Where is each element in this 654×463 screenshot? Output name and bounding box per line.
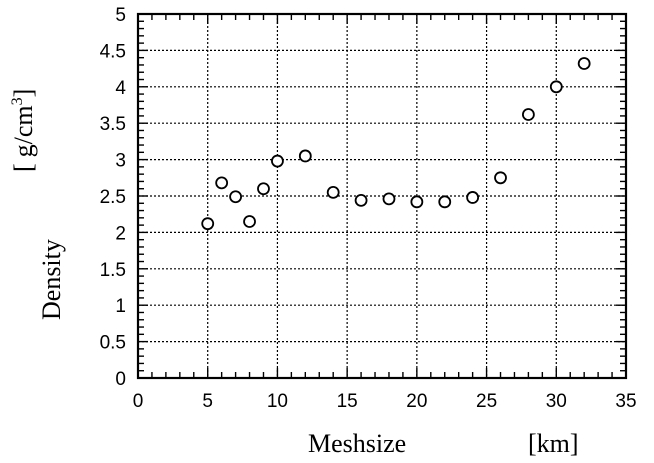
data-point: [257, 182, 270, 196]
data-points: [201, 57, 591, 231]
y-axis-unit: [ g/cm3]: [9, 89, 38, 172]
x-tick-label: 5: [202, 391, 213, 412]
data-point: [522, 108, 535, 121]
x-tick-label: 25: [476, 391, 497, 412]
y-unit-main: g/cm: [9, 105, 38, 157]
x-axis-unit: [km]: [528, 429, 579, 458]
y-tick-label: 4.5: [100, 41, 126, 62]
y-tick-labels: 0 0.5 1 1.5 2 2.5 3 3.5 4 4.5 5: [100, 5, 127, 390]
data-point: [438, 195, 452, 209]
y-tick-label: 3.5: [100, 114, 126, 135]
data-point: [326, 185, 340, 199]
x-tick-label: 10: [267, 391, 288, 412]
y-unit-sup: 3: [9, 97, 26, 105]
grid-lines: [138, 14, 626, 378]
data-point: [243, 215, 256, 228]
data-point: [494, 171, 507, 185]
x-tick-label: 15: [337, 391, 358, 412]
y-tick-label: 4: [115, 78, 126, 99]
x-tick-label: 35: [615, 391, 636, 412]
data-point: [354, 193, 368, 207]
data-point: [577, 57, 591, 70]
data-point: [215, 176, 229, 190]
x-axis-title: Meshsize: [308, 429, 406, 458]
y-unit-open: [: [9, 163, 38, 172]
y-tick-label: 3: [115, 151, 126, 172]
y-tick-label: 0: [115, 369, 126, 390]
y-axis-title: Density: [37, 239, 66, 320]
data-point: [201, 217, 215, 231]
y-tick-label: 0.5: [100, 333, 126, 354]
data-point: [229, 190, 243, 204]
data-point: [410, 195, 424, 209]
y-tick-label: 5: [115, 5, 126, 26]
x-tick-labels: 0 5 10 15 20 25 30 35: [133, 391, 637, 412]
y-tick-label: 2: [115, 223, 126, 244]
x-tick-label: 30: [546, 391, 567, 412]
data-point: [271, 154, 284, 168]
data-point: [466, 191, 480, 204]
y-unit-close: ]: [9, 89, 38, 98]
data-point: [298, 149, 312, 163]
y-tick-label: 2.5: [100, 187, 126, 208]
y-tick-label: 1: [115, 296, 126, 317]
data-point: [549, 80, 563, 94]
data-point: [382, 192, 396, 206]
x-tick-label: 0: [133, 391, 144, 412]
plot-frame: [136, 12, 628, 380]
y-tick-label: 1.5: [100, 260, 126, 281]
x-tick-label: 20: [406, 391, 427, 412]
